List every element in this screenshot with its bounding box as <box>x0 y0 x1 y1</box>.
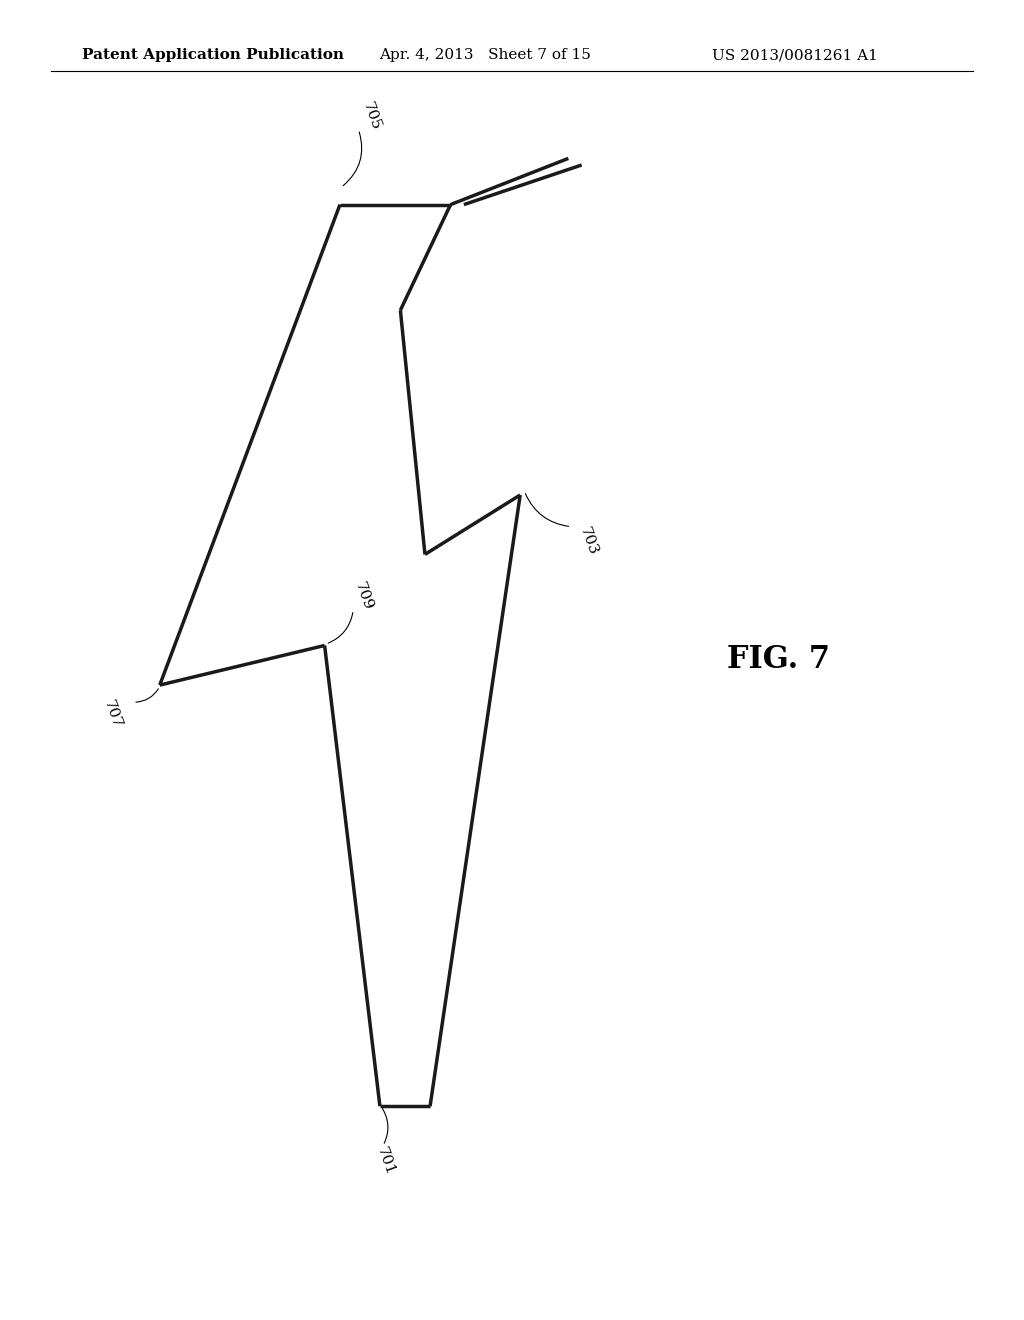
Text: 705: 705 <box>360 100 383 132</box>
Text: Apr. 4, 2013   Sheet 7 of 15: Apr. 4, 2013 Sheet 7 of 15 <box>379 49 591 62</box>
Text: FIG. 7: FIG. 7 <box>727 644 829 676</box>
Text: 707: 707 <box>101 698 124 730</box>
Text: 709: 709 <box>352 581 375 612</box>
Text: Patent Application Publication: Patent Application Publication <box>82 49 344 62</box>
Text: 703: 703 <box>578 525 600 557</box>
Text: 701: 701 <box>374 1146 396 1177</box>
Text: US 2013/0081261 A1: US 2013/0081261 A1 <box>712 49 878 62</box>
